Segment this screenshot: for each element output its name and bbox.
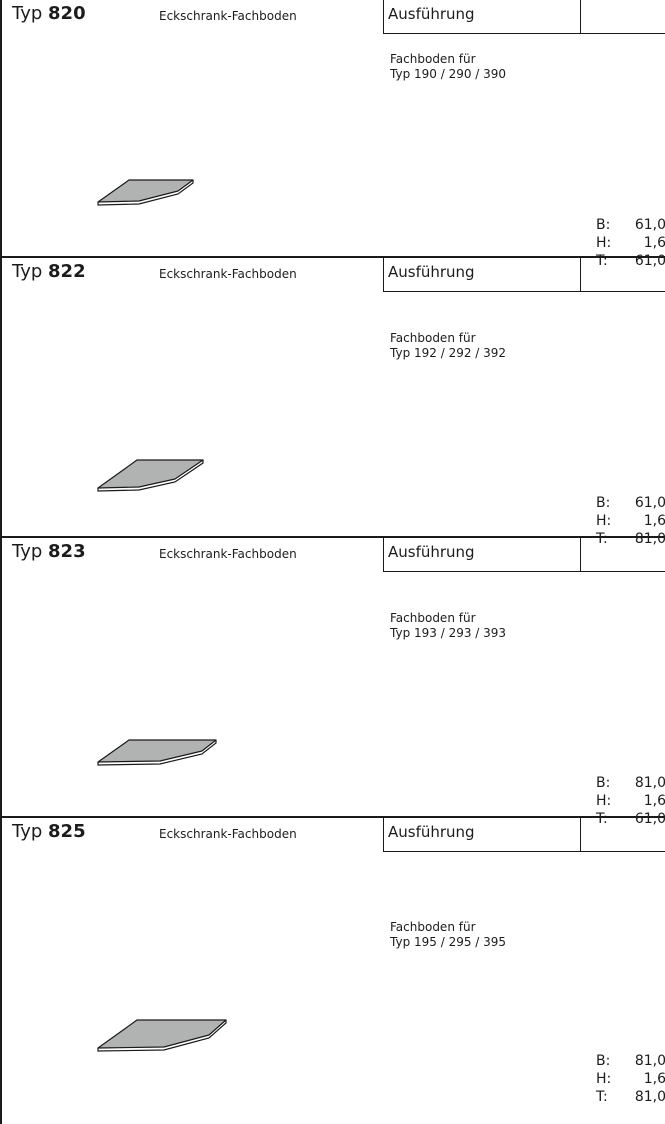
type-heading: Typ 820 (12, 3, 86, 24)
description-line: Fachboden für (390, 611, 476, 625)
dimension-row: B: 81,0 (596, 774, 665, 792)
dimensions: B: 81,0 H: 1,6 T: 61,0 (596, 774, 665, 828)
dimension-value: 1,6 (643, 513, 665, 529)
dimension-row: H: 1,6 (596, 234, 665, 252)
dimension-row: B: 61,0 (596, 216, 665, 234)
description-line: Fachboden für (390, 920, 476, 934)
dimension-label: H: (596, 513, 612, 529)
product-name: Eckschrank-Fachboden (159, 827, 297, 841)
type-prefix: Typ (12, 821, 43, 842)
type-heading: Typ 822 (12, 261, 86, 282)
description-line: Typ 195 / 295 / 395 (390, 935, 507, 949)
dimension-label: T: (596, 253, 608, 269)
dimension-value: 1,6 (643, 235, 665, 251)
dimension-value: 61,0 (634, 217, 665, 233)
description-line: Typ 190 / 290 / 390 (390, 67, 507, 81)
dimension-label: B: (596, 217, 611, 233)
description-line: Fachboden für (390, 52, 476, 66)
dimension-row: T: 81,0 (596, 1088, 665, 1106)
dimension-label: B: (596, 495, 611, 511)
type-number: 822 (48, 261, 86, 282)
product-entry-820: Typ 820 Eckschrank-Fachboden Ausführung … (0, 0, 665, 269)
dimension-row: B: 61,0 (596, 494, 665, 512)
dimension-label: H: (596, 1071, 612, 1087)
dimension-value: 81,0 (634, 531, 665, 547)
ausfuehrung-value-cell (580, 536, 665, 572)
corner-shelf-drawing-icon (97, 179, 194, 206)
ausfuehrung-value-cell (580, 0, 665, 34)
dimensions: B: 61,0 H: 1,6 T: 81,0 (596, 494, 665, 548)
product-entry-825: Typ 825 Eckschrank-Fachboden Ausführung … (0, 816, 665, 1124)
description-line: Typ 193 / 293 / 393 (390, 626, 507, 640)
type-heading: Typ 825 (12, 821, 86, 842)
product-name: Eckschrank-Fachboden (159, 547, 297, 561)
dimension-row: H: 1,6 (596, 1070, 665, 1088)
description: Fachboden für Typ 195 / 295 / 395 (390, 920, 506, 950)
dimension-label: T: (596, 531, 608, 547)
corner-shelf-drawing-icon (97, 1019, 227, 1052)
ausfuehrung-cell (383, 816, 581, 852)
dimension-label: T: (596, 811, 608, 827)
description: Fachboden für Typ 193 / 293 / 393 (390, 611, 506, 641)
dimension-row: T: 81,0 (596, 530, 665, 548)
dimension-label: B: (596, 775, 611, 791)
dimension-row: B: 81,0 (596, 1052, 665, 1070)
dimension-row: T: 61,0 (596, 252, 665, 270)
description: Fachboden für Typ 190 / 290 / 390 (390, 52, 506, 82)
dimension-row: H: 1,6 (596, 792, 665, 810)
type-prefix: Typ (12, 261, 43, 282)
description: Fachboden für Typ 192 / 292 / 392 (390, 331, 506, 361)
type-prefix: Typ (12, 3, 43, 24)
product-entry-823: Typ 823 Eckschrank-Fachboden Ausführung … (0, 536, 665, 827)
product-entry-822: Typ 822 Eckschrank-Fachboden Ausführung … (0, 256, 665, 547)
ausfuehrung-value-cell (580, 816, 665, 852)
type-prefix: Typ (12, 541, 43, 562)
type-number: 820 (48, 3, 86, 24)
product-name: Eckschrank-Fachboden (159, 9, 297, 23)
ausfuehrung-value-cell (580, 256, 665, 292)
ausfuehrung-label: Ausführung (388, 5, 475, 23)
ausfuehrung-cell (383, 0, 581, 34)
dimensions: B: 81,0 H: 1,6 T: 81,0 (596, 1052, 665, 1106)
corner-shelf-drawing-icon (97, 459, 204, 492)
ausfuehrung-label: Ausführung (388, 823, 475, 841)
product-name: Eckschrank-Fachboden (159, 267, 297, 281)
dimension-label: H: (596, 235, 612, 251)
dimension-value: 61,0 (634, 495, 665, 511)
type-heading: Typ 823 (12, 541, 86, 562)
ausfuehrung-cell (383, 256, 581, 292)
type-number: 823 (48, 541, 86, 562)
dimension-row: T: 61,0 (596, 810, 665, 828)
dimension-label: B: (596, 1053, 611, 1069)
dimension-label: T: (596, 1089, 608, 1105)
dimension-value: 61,0 (634, 811, 665, 827)
dimension-value: 81,0 (634, 1053, 665, 1069)
corner-shelf-drawing-icon (97, 739, 217, 766)
dimension-value: 81,0 (634, 775, 665, 791)
dimensions: B: 61,0 H: 1,6 T: 61,0 (596, 216, 665, 270)
dimension-label: H: (596, 793, 612, 809)
dimension-row: H: 1,6 (596, 512, 665, 530)
dimension-value: 81,0 (634, 1089, 665, 1105)
dimension-value: 1,6 (643, 793, 665, 809)
description-line: Typ 192 / 292 / 392 (390, 346, 507, 360)
ausfuehrung-cell (383, 536, 581, 572)
type-number: 825 (48, 821, 86, 842)
dimension-value: 1,6 (643, 1071, 665, 1087)
ausfuehrung-label: Ausführung (388, 263, 475, 281)
ausfuehrung-label: Ausführung (388, 543, 475, 561)
description-line: Fachboden für (390, 331, 476, 345)
dimension-value: 61,0 (634, 253, 665, 269)
